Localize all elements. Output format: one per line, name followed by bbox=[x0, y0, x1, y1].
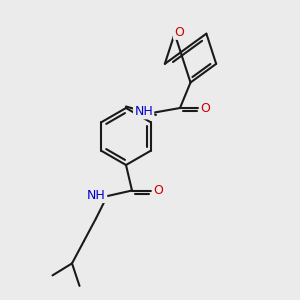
Text: O: O bbox=[153, 184, 163, 197]
Text: O: O bbox=[200, 101, 210, 115]
Text: O: O bbox=[174, 26, 184, 39]
Text: NH: NH bbox=[134, 105, 153, 118]
Text: NH: NH bbox=[87, 189, 106, 202]
